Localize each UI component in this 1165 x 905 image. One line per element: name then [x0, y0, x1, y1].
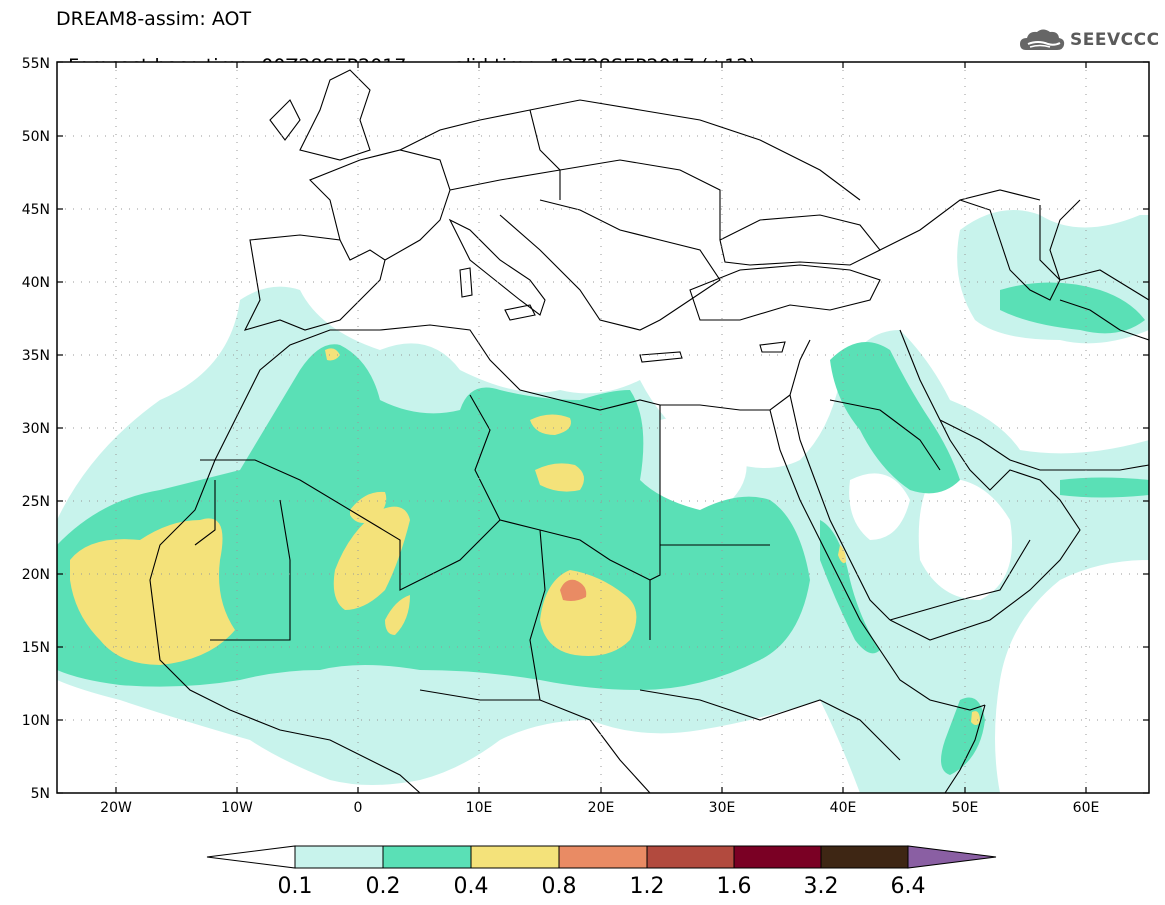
- lat-label: 40N: [22, 275, 50, 291]
- border-arabia: [829, 399, 941, 471]
- coast-france: [309, 149, 451, 261]
- aot-0.4-field-west-africa: [70, 518, 235, 665]
- lon-label: 10W: [221, 800, 253, 816]
- aot-0.2-field-arabia-north: [830, 342, 960, 494]
- colorbar-label: 0.1: [277, 874, 313, 899]
- border-russia-kaz: [879, 189, 1041, 251]
- map-title: DREAM8-assim: AOT: [56, 8, 252, 30]
- aot-clear-rubalkhali: [918, 478, 1012, 600]
- coast-persian-gulf: [939, 419, 1149, 471]
- coast-west-africa: [149, 409, 421, 793]
- coast-caspian: [959, 199, 1081, 301]
- coast-crete: [639, 351, 683, 363]
- coast-red-sea-east: [789, 394, 891, 621]
- coast-cyprus: [759, 341, 786, 353]
- border-central-asia: [1039, 205, 1149, 301]
- aot-contours: [57, 210, 1149, 793]
- border-central-africa: [419, 689, 651, 793]
- coast-turkey: [689, 264, 881, 321]
- colorbar-swatch: [470, 845, 560, 869]
- aot-0.4-field-mali: [333, 506, 410, 610]
- aot-0.4-field-redsea: [838, 545, 846, 564]
- lat-label: 20N: [22, 567, 50, 583]
- lat-label: 35N: [22, 348, 50, 364]
- lat-label: 55N: [22, 56, 50, 72]
- border-iran-north: [1059, 299, 1149, 341]
- lon-label: 60E: [1073, 800, 1100, 816]
- aot-0.4-field-niger: [385, 595, 410, 635]
- coast-black-sea: [719, 214, 881, 266]
- border-europe-3: [529, 109, 561, 200]
- coast-balkans: [499, 199, 721, 331]
- border-sahara-2: [194, 480, 216, 546]
- coast-uk: [299, 69, 371, 161]
- border-europe-2: [449, 159, 721, 240]
- lon-labels: 20W 10W 0 10E 20E 30E 40E 50E 60E: [100, 800, 1099, 816]
- colorbar: [206, 845, 997, 869]
- colorbar-swatch: [382, 845, 472, 869]
- cloud-logo-icon: [1020, 29, 1065, 50]
- aot-0.8-field-chad: [560, 579, 587, 601]
- colorbar-label: 0.8: [541, 874, 577, 899]
- colorbar-swatch: [294, 845, 384, 869]
- border-europe-1: [399, 99, 861, 201]
- coast-somalia: [944, 704, 986, 793]
- border-sahara-1: [200, 459, 651, 591]
- lon-label: 20W: [100, 800, 132, 816]
- colorbar-label: 1.6: [716, 874, 752, 899]
- seevccc-logo: SEEVCCC: [1018, 26, 1160, 54]
- colorbar-under-arrow: [206, 845, 296, 869]
- lon-label: 30E: [709, 800, 736, 816]
- colorbar-swatch: [733, 845, 822, 869]
- aot-0.4-field-libya-north: [530, 414, 571, 435]
- axis-ticks: [57, 61, 1149, 794]
- lat-label: 25N: [22, 494, 50, 510]
- lat-label: 10N: [22, 713, 50, 729]
- lon-label: 50E: [952, 800, 979, 816]
- lat-label: 30N: [22, 421, 50, 437]
- border-niger-chad: [529, 529, 546, 701]
- lat-label: 50N: [22, 129, 50, 145]
- border-yemen-saudi: [889, 539, 1031, 621]
- lon-label: 10E: [466, 800, 493, 816]
- colorbar-swatch: [558, 845, 648, 869]
- lon-label: 0: [354, 800, 363, 816]
- coast-sardinia: [459, 267, 473, 298]
- aot-0.2-field-gulf: [1060, 477, 1149, 498]
- aot-clear-arabia: [849, 473, 910, 540]
- coast-italy: [448, 218, 546, 316]
- border-iran-iraq: [899, 329, 941, 421]
- aot-0.2-field-caspian: [1000, 282, 1145, 334]
- border-east-africa: [639, 689, 901, 761]
- coast-sicily: [504, 304, 536, 321]
- colorbar-label: 0.2: [365, 874, 401, 899]
- colorbar-swatch: [820, 845, 909, 869]
- border-algeria-libya: [469, 394, 501, 521]
- border-mali-mauritania: [210, 499, 291, 641]
- coast-arabia: [889, 419, 1081, 641]
- aot-0.4-field-somalia: [971, 711, 980, 725]
- logo-text: SEEVCCC: [1070, 30, 1160, 50]
- colorbar-label: 3.2: [803, 874, 839, 899]
- coast-red-sea-west: [769, 409, 986, 711]
- lat-label: 45N: [22, 202, 50, 218]
- aot-0.4-field-libya: [535, 463, 584, 492]
- coast-iberia: [243, 234, 386, 331]
- colorbar-label: 6.4: [890, 874, 926, 899]
- aot-0.2-field-redsea: [820, 520, 880, 654]
- lon-label: 40E: [830, 800, 857, 816]
- coastlines-borders: [149, 69, 1149, 793]
- lat-label: 15N: [22, 640, 50, 656]
- aot-0.4-field-morocco: [325, 348, 340, 361]
- border-libya-egypt: [649, 405, 661, 640]
- coast-ireland: [269, 99, 301, 141]
- lon-label: 20E: [588, 800, 615, 816]
- colorbar-over-arrow: [907, 845, 997, 869]
- colorbar-label: 1.2: [629, 874, 665, 899]
- lat-labels: 55N 50N 45N 40N 35N 30N 25N 20N 15N 10N …: [22, 56, 50, 802]
- colorbar-label: 0.4: [453, 874, 489, 899]
- lat-label: 5N: [31, 786, 50, 802]
- colorbar-swatch: [646, 845, 735, 869]
